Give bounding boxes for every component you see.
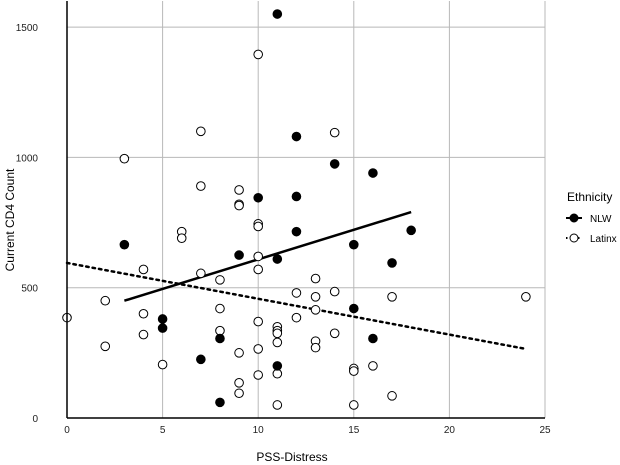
point-latinx bbox=[291, 288, 302, 298]
grid bbox=[67, 1, 546, 418]
point-nlw bbox=[196, 354, 206, 365]
point-latinx bbox=[196, 268, 206, 279]
point-latinx bbox=[253, 251, 264, 262]
point-latinx bbox=[349, 366, 359, 376]
point-latinx bbox=[272, 368, 283, 379]
point-latinx bbox=[310, 292, 321, 302]
point-latinx bbox=[387, 292, 397, 302]
point-latinx bbox=[368, 361, 378, 371]
point-nlw bbox=[329, 159, 340, 169]
point-nlw bbox=[349, 303, 359, 314]
point-nlw bbox=[157, 314, 168, 324]
point-latinx bbox=[215, 325, 225, 336]
point-latinx bbox=[310, 273, 321, 284]
fit-line-nlw bbox=[123, 210, 412, 302]
point-latinx bbox=[253, 316, 264, 327]
point-latinx bbox=[100, 341, 111, 352]
point-latinx bbox=[272, 400, 283, 410]
x-tick-label: 20 bbox=[444, 425, 456, 436]
y-tick-label: 1500 bbox=[16, 23, 39, 34]
point-nlw bbox=[291, 191, 302, 202]
point-nlw bbox=[253, 192, 264, 203]
point-latinx bbox=[234, 200, 244, 211]
y-tick-label: 500 bbox=[21, 284, 38, 295]
point-nlw bbox=[119, 239, 130, 250]
legend-marker-nlw bbox=[569, 213, 579, 223]
point-nlw bbox=[272, 361, 283, 371]
point-latinx bbox=[215, 303, 225, 314]
point-latinx bbox=[100, 295, 111, 306]
point-nlw bbox=[368, 333, 378, 344]
legend-label-nlw: NLW bbox=[590, 214, 612, 225]
x-axis-title: PSS-Distress bbox=[256, 450, 327, 464]
x-tick-label: 5 bbox=[160, 425, 166, 436]
point-latinx bbox=[253, 49, 264, 60]
point-latinx bbox=[234, 388, 244, 399]
x-tick-label: 10 bbox=[253, 425, 265, 436]
point-nlw bbox=[215, 397, 225, 408]
point-latinx bbox=[387, 391, 397, 401]
point-latinx bbox=[196, 126, 206, 137]
point-latinx bbox=[272, 328, 283, 339]
point-latinx bbox=[329, 328, 340, 339]
point-latinx bbox=[329, 286, 340, 297]
point-latinx bbox=[253, 370, 264, 380]
point-latinx bbox=[253, 264, 264, 275]
point-latinx bbox=[234, 185, 244, 195]
point-latinx bbox=[329, 127, 340, 138]
x-tick-label: 15 bbox=[348, 425, 360, 436]
point-latinx bbox=[234, 378, 244, 388]
point-nlw bbox=[406, 225, 416, 236]
point-nlw bbox=[272, 254, 283, 264]
point-latinx bbox=[291, 312, 302, 323]
x-tick-label: 25 bbox=[539, 425, 551, 436]
point-nlw bbox=[234, 250, 244, 260]
point-latinx bbox=[310, 305, 321, 315]
y-tick-label: 0 bbox=[32, 414, 38, 425]
axes bbox=[66, 1, 545, 419]
point-latinx bbox=[349, 400, 359, 410]
point-nlw bbox=[291, 226, 302, 237]
fit-lines bbox=[65, 210, 528, 351]
point-latinx bbox=[176, 233, 187, 243]
legend-title: Ethnicity bbox=[567, 190, 612, 204]
legend-label-latinx: Latinx bbox=[590, 234, 617, 245]
legend: Ethnicity NLW Latinx bbox=[566, 190, 617, 245]
fit-line-latinx bbox=[65, 261, 528, 351]
point-nlw bbox=[368, 168, 378, 178]
point-latinx bbox=[138, 308, 149, 319]
point-nlw bbox=[349, 239, 359, 250]
point-latinx bbox=[196, 181, 206, 191]
point-nlw bbox=[291, 131, 302, 142]
point-latinx bbox=[157, 359, 168, 370]
y-axis-title: Current CD4 Count bbox=[3, 168, 17, 271]
point-latinx bbox=[310, 342, 321, 353]
point-latinx bbox=[138, 264, 149, 275]
point-nlw bbox=[272, 9, 283, 19]
point-latinx bbox=[234, 348, 244, 358]
point-latinx bbox=[272, 337, 283, 348]
point-latinx bbox=[215, 275, 225, 285]
point-latinx bbox=[253, 344, 264, 354]
point-latinx bbox=[253, 221, 264, 232]
tick-labels: 0 5 10 15 20 25 0 500 1000 1500 bbox=[16, 23, 551, 436]
point-nlw bbox=[157, 323, 168, 333]
data-points bbox=[62, 9, 531, 410]
point-latinx bbox=[119, 153, 130, 164]
point-nlw bbox=[215, 333, 225, 344]
point-latinx bbox=[521, 292, 531, 302]
y-tick-label: 1000 bbox=[16, 153, 39, 164]
x-tick-label: 0 bbox=[64, 425, 70, 436]
legend-marker-latinx bbox=[569, 233, 579, 243]
point-latinx bbox=[138, 329, 149, 340]
point-nlw bbox=[387, 258, 397, 268]
